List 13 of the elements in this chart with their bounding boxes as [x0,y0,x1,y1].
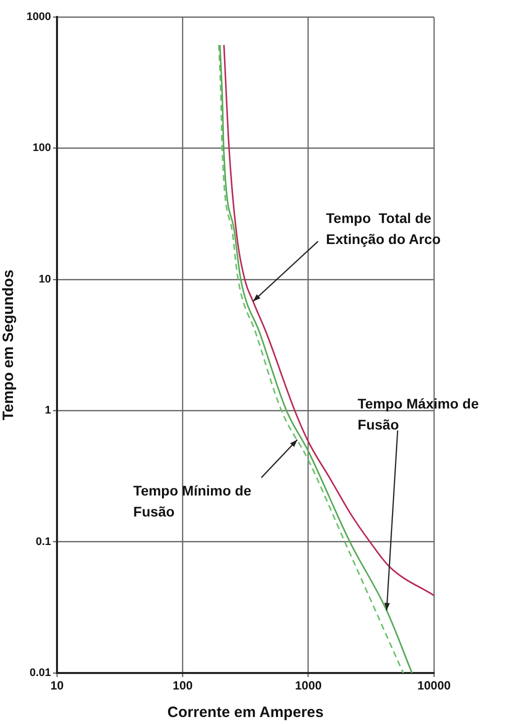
x-tick-label: 10000 [417,678,452,693]
y-tick-label: 10 [38,273,51,286]
x-axis-title: Corrente em Amperes [167,704,324,722]
x-tick-label: 10 [50,678,64,693]
y-tick-label: 0.01 [30,667,51,680]
x-tick-label: 100 [172,678,193,693]
y-tick-label: 100 [32,142,51,154]
y-tick-label: 1000 [26,11,51,24]
y-tick-label: 1 [44,404,51,417]
annotation: Tempo Mínimo de Fusão [133,482,252,520]
y-axis-title: Tempo em Segundos [0,270,18,420]
x-tick-label: 1000 [294,678,322,693]
y-tick-label: 0.1 [36,536,51,548]
